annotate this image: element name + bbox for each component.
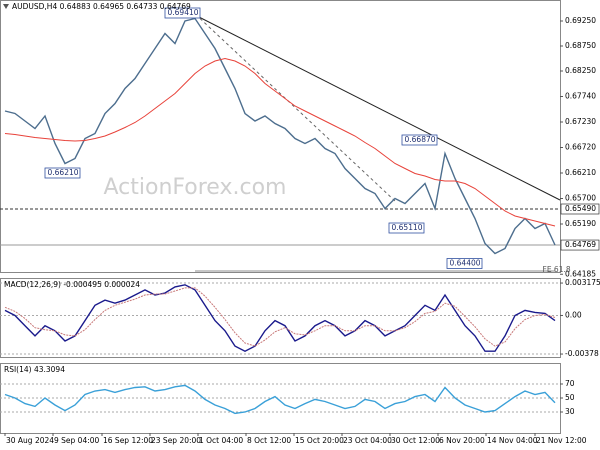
annotation-label: FE 61.8: [543, 265, 571, 274]
x-tick-label: 30 Oct 12:00: [391, 436, 440, 445]
annotation-box: [44, 167, 81, 179]
level-label: 0.64769: [565, 240, 596, 249]
watermark: ActionForex.com: [104, 175, 287, 200]
y-tick-label: 0.65190: [565, 219, 596, 228]
x-tick-label: 30 Aug 2024: [6, 436, 54, 445]
level-label-box: [560, 239, 600, 251]
y-tick-label: 0.003175: [565, 278, 600, 287]
trend-line: [194, 14, 561, 201]
series-line: [4, 287, 556, 347]
y-tick-label: 0.68750: [565, 41, 596, 50]
x-tick-label: 6 Nov 20:00: [439, 436, 485, 445]
panel-border: [0, 278, 561, 358]
panel-border: [0, 0, 561, 273]
y-tick-label: 0.65700: [565, 194, 596, 203]
level-label: 0.65490: [565, 204, 596, 213]
x-tick-label: 15 Oct 20:00: [295, 436, 344, 445]
y-tick-label: 0.64185: [565, 269, 596, 278]
series-line: [4, 284, 556, 352]
annotation-box: [164, 7, 201, 19]
series-line: [4, 17, 556, 255]
x-tick-label: 9 Sep 04:00: [54, 436, 100, 445]
symbol-icon: [3, 4, 9, 9]
y-tick-label: 0.67230: [565, 117, 596, 126]
x-tick-label: 23 Oct 04:00: [343, 436, 392, 445]
x-tick-label: 21 Nov 12:00: [536, 436, 587, 445]
level-label-box: [560, 203, 600, 215]
panel-title: RSI(14) 43.3094: [4, 365, 65, 374]
annotation-box: [388, 222, 425, 234]
x-tick-label: 23 Sep 20:00: [151, 436, 201, 445]
x-tick-label: 14 Nov 04:00: [487, 436, 538, 445]
y-tick-label: 0.67740: [565, 92, 596, 101]
annotation-label: 0.66210: [48, 168, 79, 177]
annotation-label: 0.64400: [450, 259, 481, 268]
y-tick-label: 0.00: [565, 310, 582, 319]
y-tick-label: 30: [565, 407, 575, 416]
y-tick-label: 0.69250: [565, 16, 596, 25]
y-tick-label: 0.66720: [565, 143, 596, 152]
panel-title: MACD(12,26,9) -0.000495 0.000024: [4, 280, 140, 289]
y-tick-label: 0.68250: [565, 66, 596, 75]
panel-title: AUDUSD,H4 0.64883 0.64965 0.64733 0.6476…: [12, 2, 191, 11]
y-tick-label: 0.66210: [565, 168, 596, 177]
series-line: [4, 57, 556, 227]
annotation-label: 0.66870: [405, 135, 436, 144]
annotation-box: [401, 134, 438, 146]
y-tick-label: -0.00378: [565, 349, 599, 358]
y-tick-label: 50: [565, 393, 575, 402]
series-line: [4, 384, 556, 415]
annotation-label: 0.69410: [168, 8, 199, 17]
y-tick-label: 70: [565, 379, 575, 388]
trend-line: [199, 18, 396, 202]
annotation-label: 0.65110: [392, 223, 423, 232]
x-tick-label: 1 Oct 04:00: [199, 436, 243, 445]
x-tick-label: 16 Sep 12:00: [103, 436, 153, 445]
x-tick-label: 8 Oct 12:00: [247, 436, 291, 445]
annotation-box: [446, 258, 483, 269]
